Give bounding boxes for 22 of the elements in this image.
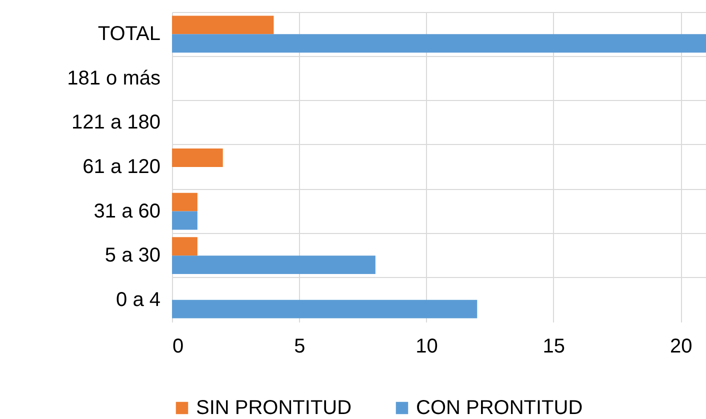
- legend-label: CON PRONTITUD: [416, 397, 583, 419]
- y-tick-label: TOTAL: [98, 23, 160, 46]
- y-tick-label: 121 a 180: [72, 112, 160, 134]
- bar: [172, 148, 223, 167]
- x-tick-label: 0: [172, 336, 184, 358]
- y-tick-label: 61 a 120: [82, 156, 160, 178]
- bar: [172, 300, 478, 318]
- bar: [172, 16, 274, 34]
- x-tick-label: 20: [670, 336, 692, 358]
- bar: [172, 211, 198, 230]
- legend-label: SIN PRONTITUD: [196, 397, 352, 419]
- bar: [172, 237, 198, 256]
- x-tick-label: 5: [294, 336, 306, 358]
- bar: [172, 256, 376, 274]
- x-tick-label: 15: [542, 336, 566, 358]
- bar: [172, 34, 706, 53]
- y-tick-label: 181 o más: [67, 67, 160, 90]
- x-tick-label: 10: [416, 336, 438, 358]
- y-tick-label: 0 a 4: [116, 288, 160, 311]
- bar: [172, 192, 198, 212]
- y-tick-label: 31 a 60: [94, 200, 160, 222]
- y-tick-label: 5 a 30: [104, 244, 160, 267]
